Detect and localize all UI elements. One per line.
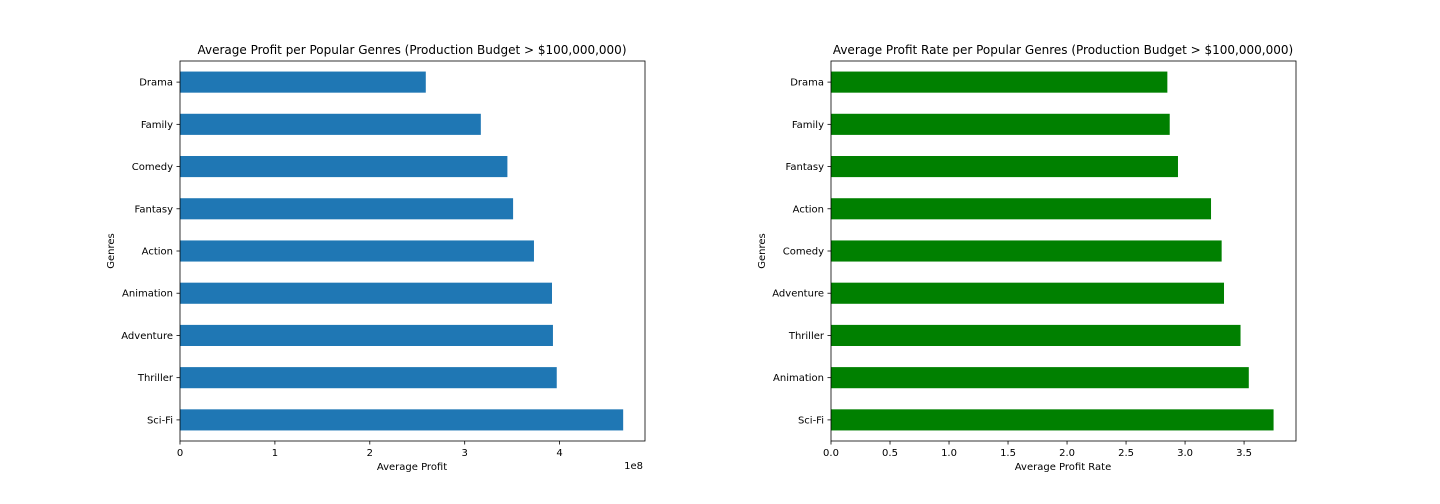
x-axis-ticks: 0 1 2 3 4 — [177, 441, 563, 459]
profit-rate-chart: Average Profit Rate per Popular Genres (… — [757, 43, 1297, 473]
y-tick-label: Action — [793, 204, 824, 215]
y-axis-ticks: Drama Family Fantasy Action Comedy Adventure T… — [772, 78, 831, 426]
bar-group — [831, 71, 1274, 431]
x-tick-label: 3.5 — [1236, 448, 1252, 459]
y-tick-label: Fantasy — [135, 204, 174, 215]
y-tick-label: Drama — [139, 78, 173, 89]
y-tick-label: Comedy — [132, 162, 173, 173]
x-axis-ticks: 0.0 0.5 1.0 1.5 2.0 2.5 3.0 3.5 — [823, 441, 1252, 459]
x-tick-label: 2.5 — [1118, 448, 1134, 459]
y-axis-label: Genres — [757, 233, 768, 269]
bar-drama — [180, 71, 426, 93]
y-axis-ticks: Drama Family Comedy Fantasy Action Animation A… — [121, 78, 180, 426]
bar-adventure — [831, 282, 1225, 304]
y-tick-label: Action — [142, 247, 173, 258]
x-axis-offset-label: 1e8 — [624, 461, 643, 472]
bar-sci-fi — [831, 409, 1274, 431]
profit-chart: Average Profit per Popular Genres (Produ… — [106, 43, 646, 473]
y-axis-label: Genres — [106, 233, 117, 269]
chart-title: Average Profit Rate per Popular Genres (… — [833, 43, 1293, 57]
bar-comedy — [831, 240, 1222, 262]
bar-comedy — [180, 156, 508, 178]
y-tick-label: Thriller — [137, 373, 174, 384]
y-tick-label: Fantasy — [786, 162, 825, 173]
bar-thriller — [831, 324, 1241, 346]
x-tick-label: 4 — [556, 448, 562, 459]
chart-title: Average Profit per Popular Genres (Produ… — [197, 43, 626, 57]
y-tick-label: Family — [141, 120, 173, 131]
bar-family — [180, 113, 481, 135]
y-tick-label: Thriller — [788, 331, 825, 342]
x-tick-label: 3.0 — [1177, 448, 1193, 459]
y-tick-label: Animation — [773, 373, 824, 384]
bar-action — [831, 198, 1212, 220]
x-tick-label: 1.0 — [941, 448, 957, 459]
plot-frame — [179, 60, 646, 442]
x-tick-label: 2.0 — [1059, 448, 1075, 459]
y-tick-label: Sci-Fi — [798, 415, 824, 426]
y-tick-label: Family — [792, 120, 824, 131]
x-axis-label: Average Profit — [377, 462, 447, 473]
bar-action — [180, 240, 534, 262]
bar-adventure — [180, 324, 553, 346]
plot-frame — [830, 60, 1297, 442]
bar-fantasy — [831, 156, 1178, 178]
bar-group — [180, 71, 624, 431]
y-tick-label: Comedy — [783, 247, 824, 258]
y-tick-label: Animation — [122, 289, 173, 300]
bar-animation — [831, 367, 1249, 389]
y-tick-label: Drama — [790, 78, 824, 89]
x-tick-label: 1.5 — [1000, 448, 1016, 459]
x-axis-label: Average Profit Rate — [1015, 462, 1111, 473]
x-tick-label: 1 — [272, 448, 278, 459]
x-tick-label: 0.0 — [823, 448, 839, 459]
y-tick-label: Sci-Fi — [147, 415, 173, 426]
bar-thriller — [180, 367, 557, 389]
x-tick-label: 0 — [177, 448, 183, 459]
bar-drama — [831, 71, 1168, 93]
y-tick-label: Adventure — [121, 331, 173, 342]
bar-sci-fi — [180, 409, 624, 431]
bar-fantasy — [180, 198, 514, 220]
x-tick-label: 2 — [367, 448, 373, 459]
bar-family — [831, 113, 1170, 135]
bar-animation — [180, 282, 552, 304]
x-tick-label: 0.5 — [882, 448, 898, 459]
x-tick-label: 3 — [462, 448, 468, 459]
y-tick-label: Adventure — [772, 289, 824, 300]
